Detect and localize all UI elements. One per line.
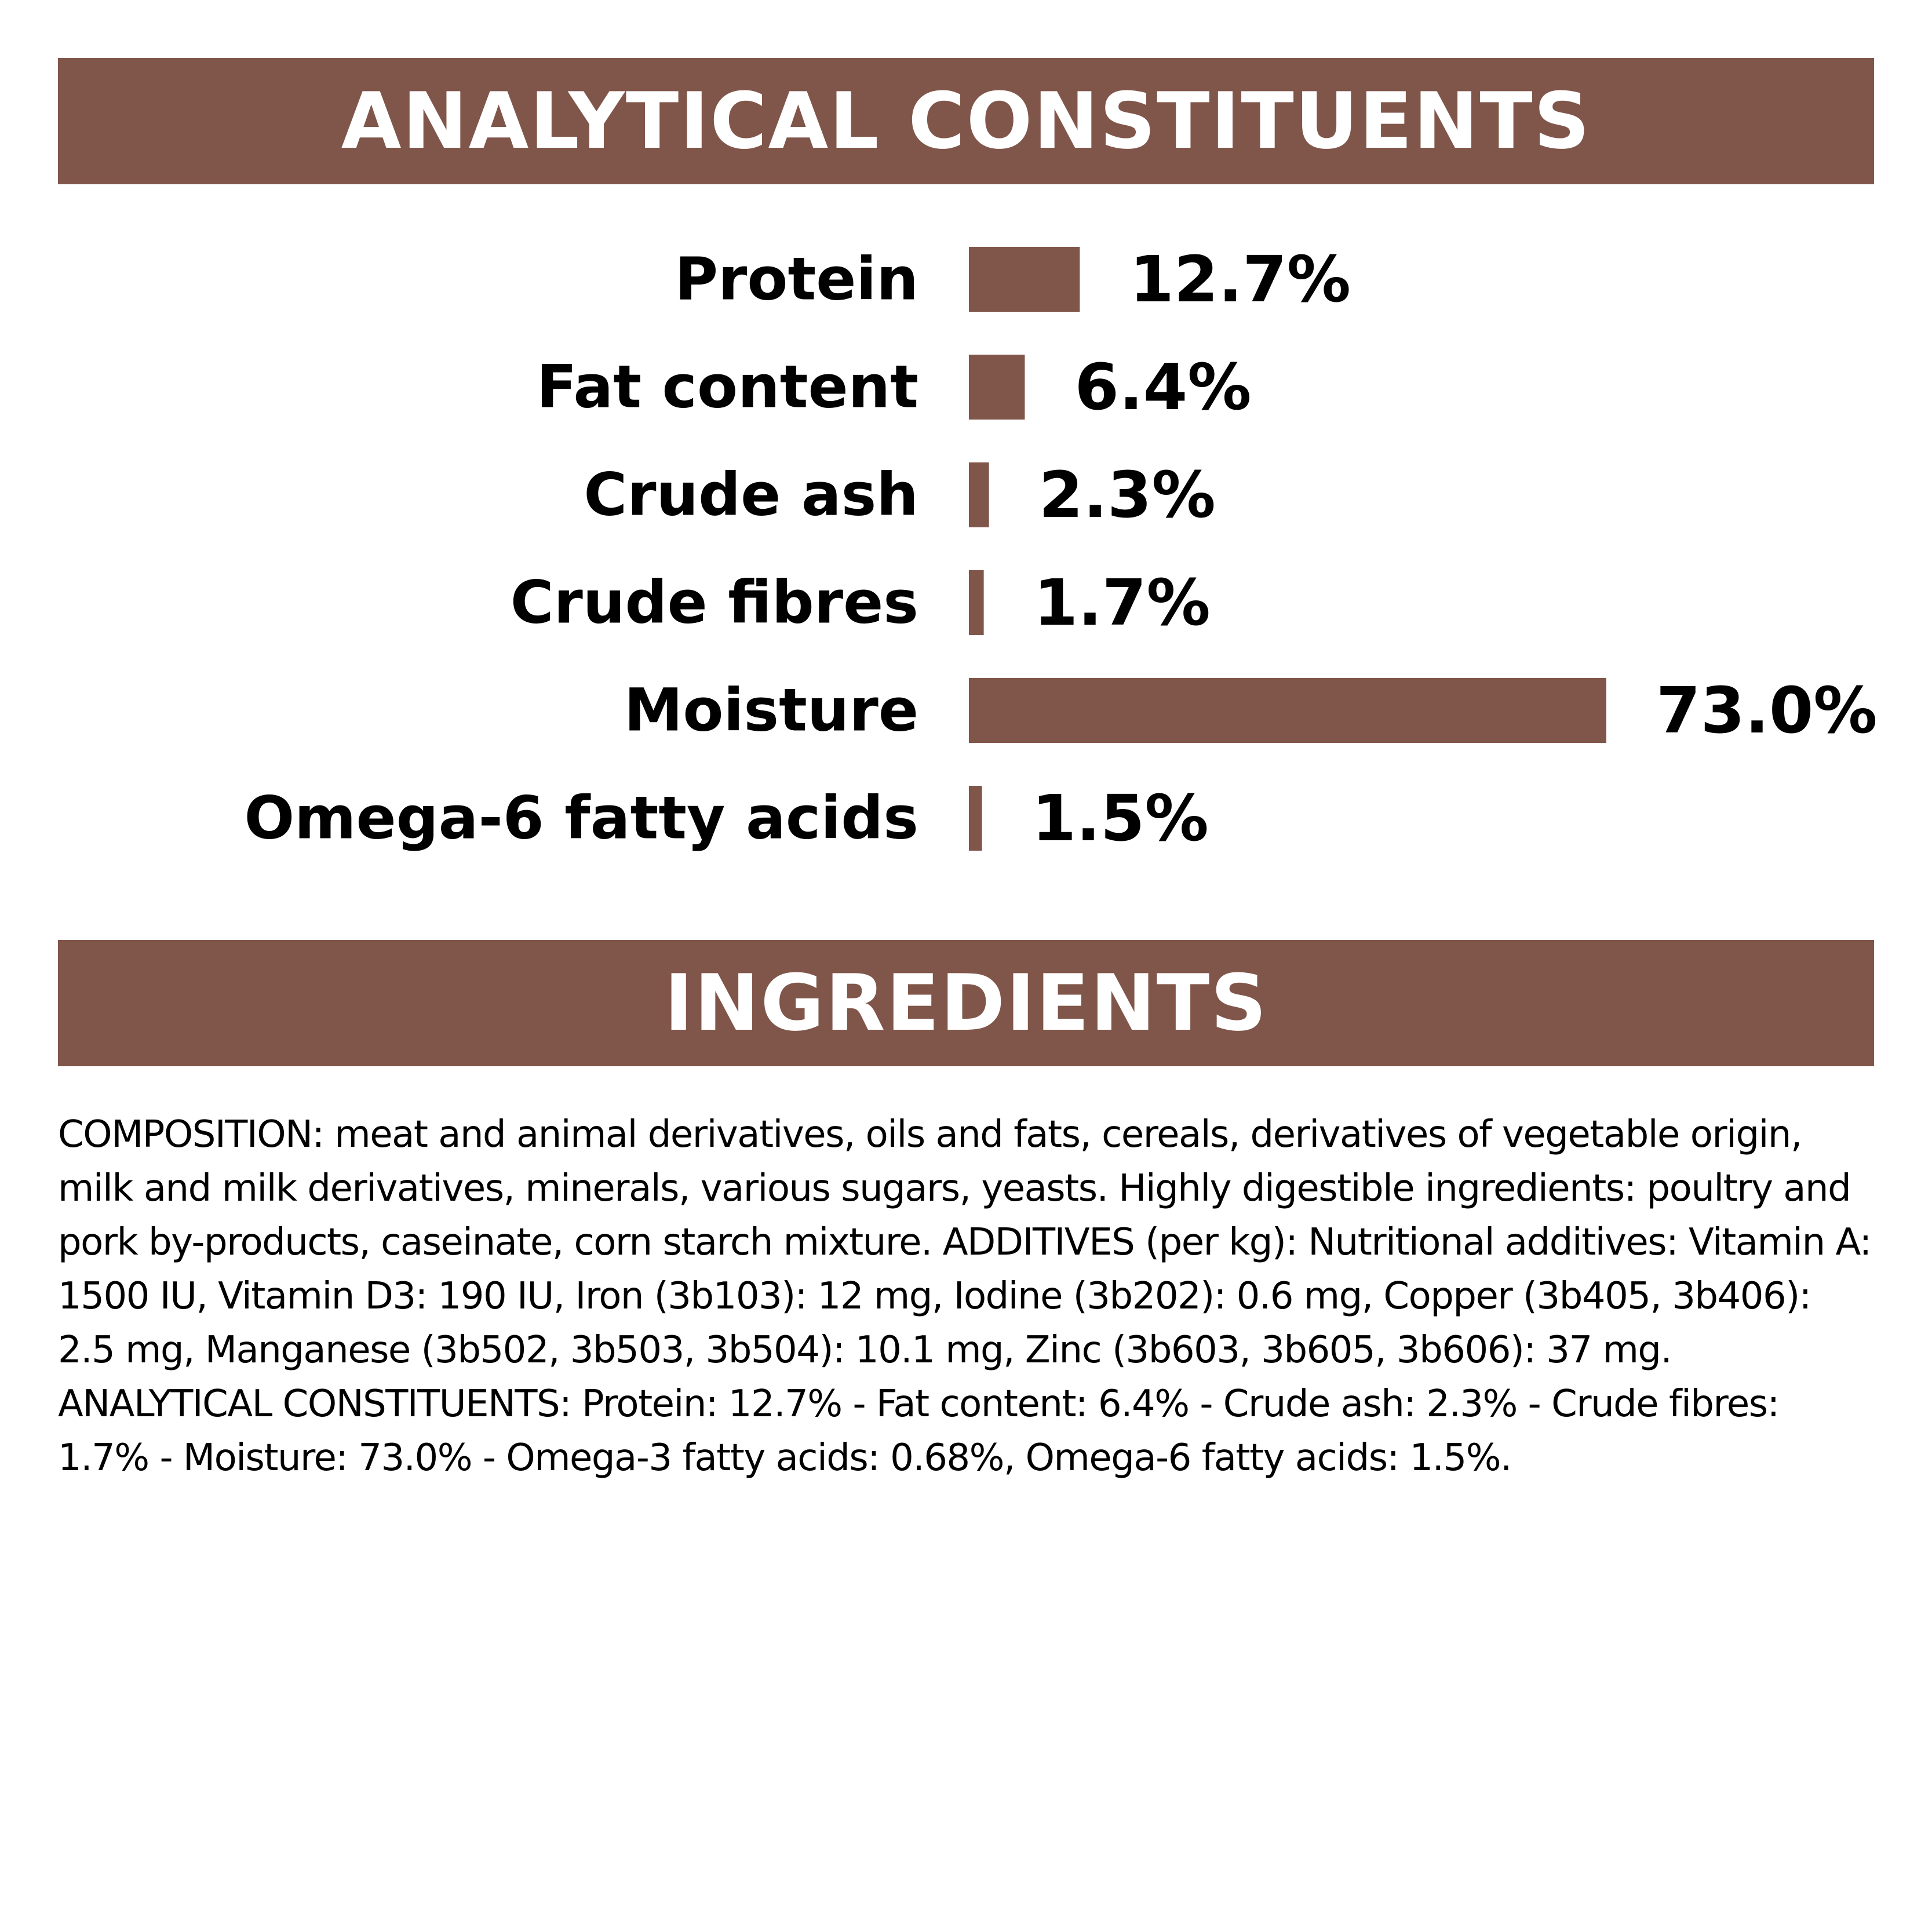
category-label: Omega-6 fatty acids — [244, 784, 918, 853]
value-label: 73.0% — [1656, 673, 1878, 748]
value-label: 2.3% — [1039, 458, 1216, 532]
bar-crude-fibres — [969, 570, 984, 635]
ingredients-title: INGREDIENTS — [664, 958, 1268, 1048]
value-label: 1.5% — [1032, 781, 1209, 855]
analytical-constituents-chart: Protein 12.7% Fat content 6.4% Crude ash 2.3%… — [244, 242, 1878, 855]
bar-crude-ash — [969, 462, 989, 527]
bar-omega-6-fatty-acids — [969, 786, 982, 851]
value-label: 6.4% — [1074, 350, 1251, 424]
category-label: Fat content — [537, 353, 918, 422]
bar-fat-content — [969, 355, 1025, 420]
value-label: 12.7% — [1129, 242, 1351, 316]
ingredients-banner: INGREDIENTS — [58, 940, 1874, 1066]
analytical-constituents-title: ANALYTICAL CONSTITUENTS — [341, 76, 1591, 166]
category-label: Crude ash — [584, 461, 918, 530]
category-label: Moisture — [624, 676, 918, 745]
category-label: Crude fibres — [511, 568, 918, 637]
bar-protein — [969, 247, 1080, 312]
value-label: 1.7% — [1034, 566, 1211, 640]
analytical-constituents-banner: ANALYTICAL CONSTITUENTS — [58, 58, 1874, 184]
bar-moisture — [969, 678, 1606, 743]
category-label: Protein — [675, 245, 918, 314]
ingredients-composition-text: COMPOSITION: meat and animal derivatives… — [58, 1113, 1872, 1479]
